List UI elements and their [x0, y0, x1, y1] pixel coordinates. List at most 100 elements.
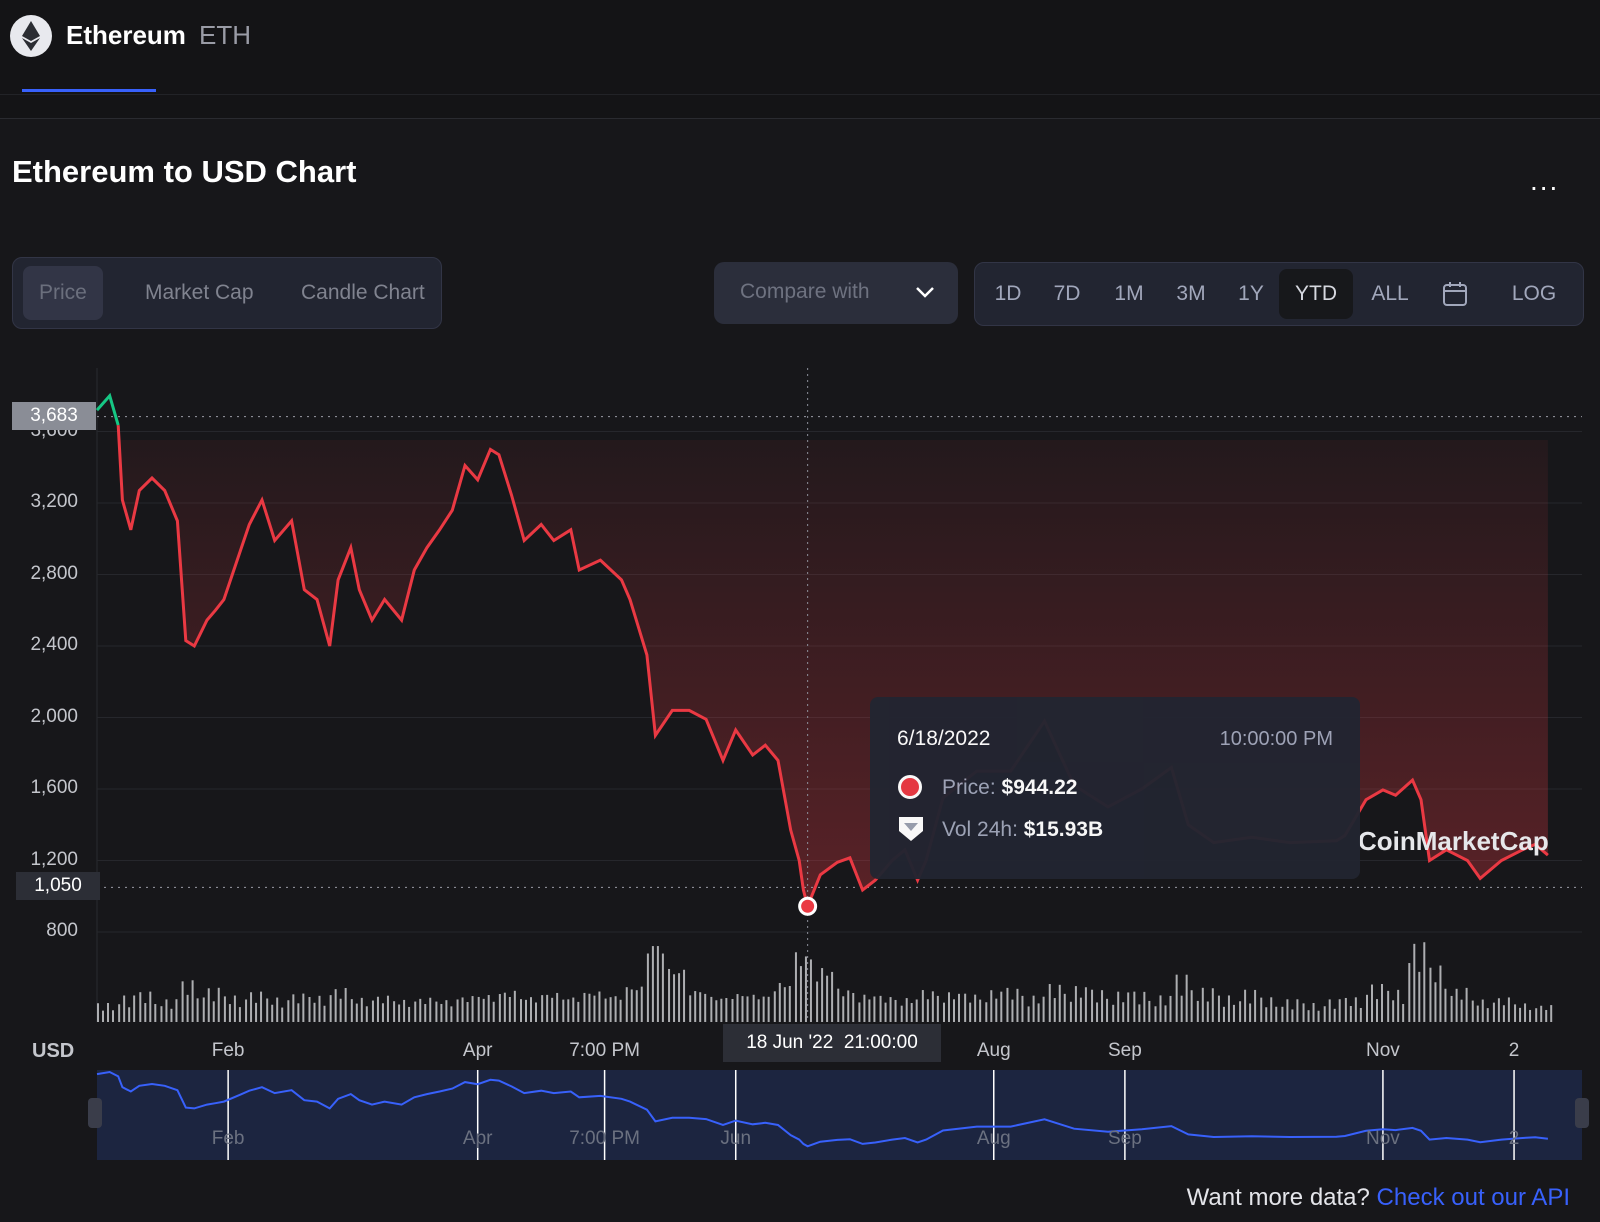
- volume-bar: [1106, 998, 1109, 1022]
- volume-bar: [435, 1001, 438, 1022]
- volume-bar: [762, 996, 765, 1022]
- volume-bar: [1376, 999, 1378, 1022]
- volume-bar: [1545, 1009, 1548, 1022]
- volume-bar: [668, 968, 671, 1022]
- volume-bar: [614, 996, 617, 1022]
- volume-bar: [1222, 1006, 1225, 1022]
- log-scale-toggle[interactable]: LOG: [1511, 282, 1557, 305]
- volume-bar: [794, 952, 797, 1022]
- volume-bar: [1190, 990, 1193, 1022]
- range-ytd[interactable]: YTD: [1279, 269, 1353, 319]
- volume-bar: [1084, 987, 1087, 1022]
- navigator-background[interactable]: [97, 1070, 1582, 1160]
- range-1d[interactable]: 1D: [994, 282, 1022, 305]
- volume-bar: [1244, 989, 1247, 1022]
- range-1m[interactable]: 1M: [1114, 282, 1144, 305]
- volume-bar: [868, 999, 871, 1022]
- volume-bar: [1359, 1007, 1362, 1022]
- volume-bar: [1366, 994, 1368, 1022]
- volume-bar: [689, 995, 692, 1022]
- volume-bar: [1455, 988, 1458, 1022]
- ethereum-logo-icon: [10, 15, 52, 57]
- volume-bar: [985, 1002, 988, 1022]
- navigator-line: [96, 1070, 1549, 1148]
- volume-bar: [852, 993, 855, 1022]
- volume-bar: [365, 1006, 368, 1022]
- volume-bar: [572, 997, 575, 1022]
- volume-bar: [281, 1007, 284, 1022]
- calendar-button[interactable]: [1427, 269, 1483, 319]
- volume-bar: [953, 999, 955, 1022]
- more-options-button[interactable]: ...: [1530, 165, 1560, 196]
- hover-point-marker: [798, 896, 818, 916]
- tooltip-time: 10:00:00 PM: [1219, 728, 1333, 750]
- volume-bar: [1164, 1005, 1167, 1022]
- compare-placeholder: Compare with: [740, 280, 870, 303]
- volume-bar: [1006, 987, 1009, 1022]
- api-link[interactable]: Check out our API: [1376, 1184, 1570, 1211]
- volume-bar: [128, 1007, 131, 1022]
- volume-bar: [556, 992, 559, 1022]
- volume-bar: [1302, 1003, 1305, 1022]
- tab-market-cap[interactable]: Market Cap: [145, 281, 254, 304]
- volume-bar: [720, 998, 723, 1022]
- volume-bar: [826, 975, 829, 1022]
- navigator-right-handle[interactable]: [1575, 1098, 1589, 1128]
- volume-bar: [1138, 1004, 1141, 1022]
- x-tick-label: Apr: [462, 1040, 493, 1061]
- volume-bar: [905, 998, 908, 1022]
- volume-bar: [1514, 1004, 1517, 1022]
- volume-bar: [1281, 1006, 1284, 1022]
- volume-bar: [1502, 1005, 1505, 1022]
- volume-bar: [831, 971, 834, 1022]
- range-3m[interactable]: 3M: [1176, 282, 1206, 305]
- volume-bar: [588, 993, 591, 1022]
- volume-bar: [1550, 1005, 1553, 1022]
- low-price-badge: 1,050: [16, 872, 100, 901]
- volume-bar: [1381, 984, 1383, 1022]
- volume-bar: [1159, 995, 1162, 1022]
- volume-bar: [593, 995, 596, 1022]
- range-all[interactable]: ALL: [1371, 282, 1409, 305]
- volume-bar: [673, 974, 676, 1022]
- volume-bar: [1296, 999, 1299, 1022]
- volume-bar: [1063, 993, 1066, 1022]
- volume-bar: [725, 998, 728, 1022]
- volume-bar: [1492, 1002, 1495, 1022]
- volume-bar: [562, 999, 565, 1022]
- volume-bar: [1507, 997, 1510, 1022]
- volume-bar: [635, 990, 638, 1022]
- volume-bar: [1349, 1006, 1352, 1022]
- volume-bar: [1169, 995, 1172, 1022]
- y-tick-label: 800: [46, 920, 78, 941]
- volume-bar: [250, 992, 253, 1022]
- volume-bar: [1021, 995, 1024, 1022]
- range-1y[interactable]: 1Y: [1238, 282, 1264, 305]
- volume-bar: [884, 1002, 887, 1022]
- volume-bar: [651, 946, 654, 1022]
- volume-bar: [308, 997, 311, 1022]
- volume-bar: [440, 1003, 443, 1022]
- volume-bar: [102, 1010, 104, 1022]
- tab-price[interactable]: Price: [23, 266, 103, 320]
- volume-bar: [1486, 1008, 1489, 1022]
- compare-with-dropdown[interactable]: Compare with: [714, 262, 958, 324]
- volume-bar: [1011, 999, 1014, 1022]
- navigator-tick-label: Aug: [976, 1128, 1011, 1149]
- navigator-tick-label: Apr: [462, 1128, 493, 1149]
- volume-bar: [160, 1006, 163, 1022]
- volume-bar: [879, 995, 882, 1022]
- volume-bar: [1338, 999, 1341, 1022]
- volume-bar: [344, 988, 347, 1022]
- volume-bar: [752, 994, 755, 1022]
- coin-name: Ethereum: [66, 20, 186, 50]
- navigator-tick-label: 7:00 PM: [569, 1128, 640, 1149]
- volume-bar: [604, 998, 607, 1022]
- volume-bar: [181, 981, 184, 1022]
- volume-bar: [1387, 990, 1390, 1022]
- chevron-down-icon: [916, 287, 934, 298]
- tab-candle-chart[interactable]: Candle Chart: [301, 281, 425, 304]
- navigator-left-handle[interactable]: [88, 1098, 102, 1128]
- volume-bar: [1260, 997, 1263, 1022]
- range-7d[interactable]: 7D: [1053, 282, 1081, 305]
